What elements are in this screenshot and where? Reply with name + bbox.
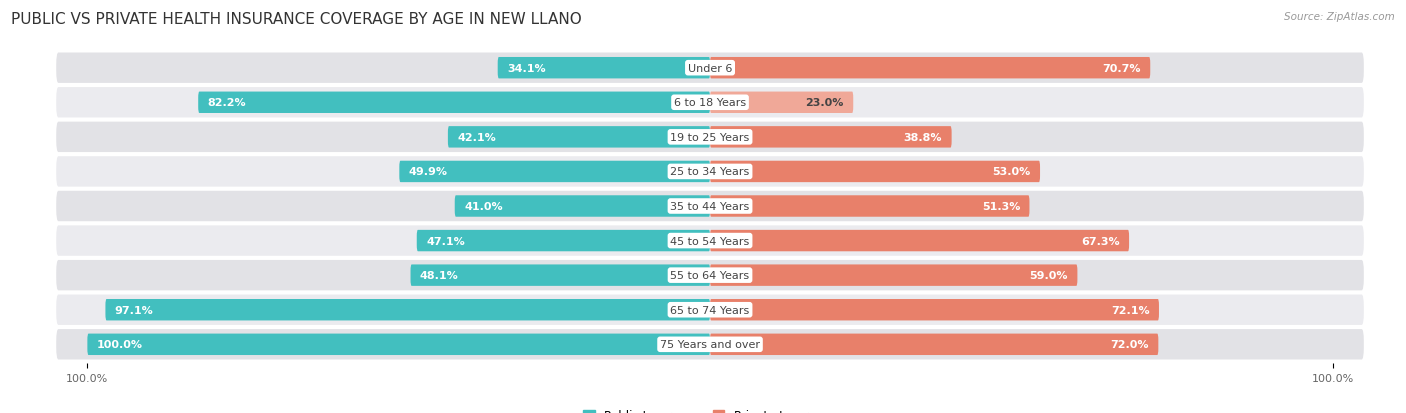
FancyBboxPatch shape: [710, 161, 1040, 183]
Text: 34.1%: 34.1%: [508, 64, 546, 74]
Text: 19 to 25 Years: 19 to 25 Years: [671, 133, 749, 142]
FancyBboxPatch shape: [710, 299, 1159, 320]
FancyBboxPatch shape: [498, 58, 710, 79]
FancyBboxPatch shape: [454, 196, 710, 217]
FancyBboxPatch shape: [411, 265, 710, 286]
FancyBboxPatch shape: [449, 127, 710, 148]
Text: Under 6: Under 6: [688, 64, 733, 74]
FancyBboxPatch shape: [399, 161, 710, 183]
Text: 70.7%: 70.7%: [1102, 64, 1140, 74]
FancyBboxPatch shape: [710, 93, 853, 114]
FancyBboxPatch shape: [710, 196, 1029, 217]
Text: 75 Years and over: 75 Years and over: [659, 339, 761, 349]
FancyBboxPatch shape: [56, 88, 1364, 118]
Text: 97.1%: 97.1%: [115, 305, 153, 315]
Text: 49.9%: 49.9%: [409, 167, 447, 177]
FancyBboxPatch shape: [710, 127, 952, 148]
FancyBboxPatch shape: [56, 226, 1364, 256]
FancyBboxPatch shape: [416, 230, 710, 252]
Legend: Public Insurance, Private Insurance: Public Insurance, Private Insurance: [578, 404, 842, 413]
Text: 67.3%: 67.3%: [1081, 236, 1119, 246]
Text: 72.1%: 72.1%: [1111, 305, 1150, 315]
Text: 41.0%: 41.0%: [464, 202, 503, 211]
FancyBboxPatch shape: [198, 93, 710, 114]
FancyBboxPatch shape: [56, 157, 1364, 187]
Text: 53.0%: 53.0%: [993, 167, 1031, 177]
FancyBboxPatch shape: [710, 230, 1129, 252]
Text: Source: ZipAtlas.com: Source: ZipAtlas.com: [1284, 12, 1395, 22]
Text: 35 to 44 Years: 35 to 44 Years: [671, 202, 749, 211]
FancyBboxPatch shape: [710, 58, 1150, 79]
Text: 42.1%: 42.1%: [457, 133, 496, 142]
FancyBboxPatch shape: [56, 53, 1364, 84]
FancyBboxPatch shape: [56, 122, 1364, 153]
Text: 55 to 64 Years: 55 to 64 Years: [671, 271, 749, 280]
Text: 65 to 74 Years: 65 to 74 Years: [671, 305, 749, 315]
FancyBboxPatch shape: [56, 191, 1364, 222]
Text: 82.2%: 82.2%: [208, 98, 246, 108]
Text: 72.0%: 72.0%: [1111, 339, 1149, 349]
Text: 47.1%: 47.1%: [426, 236, 465, 246]
Text: 100.0%: 100.0%: [97, 339, 143, 349]
Text: 59.0%: 59.0%: [1029, 271, 1069, 280]
Text: 38.8%: 38.8%: [904, 133, 942, 142]
Text: 51.3%: 51.3%: [981, 202, 1021, 211]
Text: 23.0%: 23.0%: [806, 98, 844, 108]
Text: PUBLIC VS PRIVATE HEALTH INSURANCE COVERAGE BY AGE IN NEW LLANO: PUBLIC VS PRIVATE HEALTH INSURANCE COVER…: [11, 12, 582, 27]
FancyBboxPatch shape: [87, 334, 710, 355]
Text: 6 to 18 Years: 6 to 18 Years: [673, 98, 747, 108]
Text: 48.1%: 48.1%: [420, 271, 458, 280]
Text: 25 to 34 Years: 25 to 34 Years: [671, 167, 749, 177]
FancyBboxPatch shape: [56, 260, 1364, 291]
FancyBboxPatch shape: [710, 265, 1077, 286]
Text: 45 to 54 Years: 45 to 54 Years: [671, 236, 749, 246]
FancyBboxPatch shape: [710, 334, 1159, 355]
FancyBboxPatch shape: [105, 299, 710, 320]
FancyBboxPatch shape: [56, 329, 1364, 360]
FancyBboxPatch shape: [56, 295, 1364, 325]
